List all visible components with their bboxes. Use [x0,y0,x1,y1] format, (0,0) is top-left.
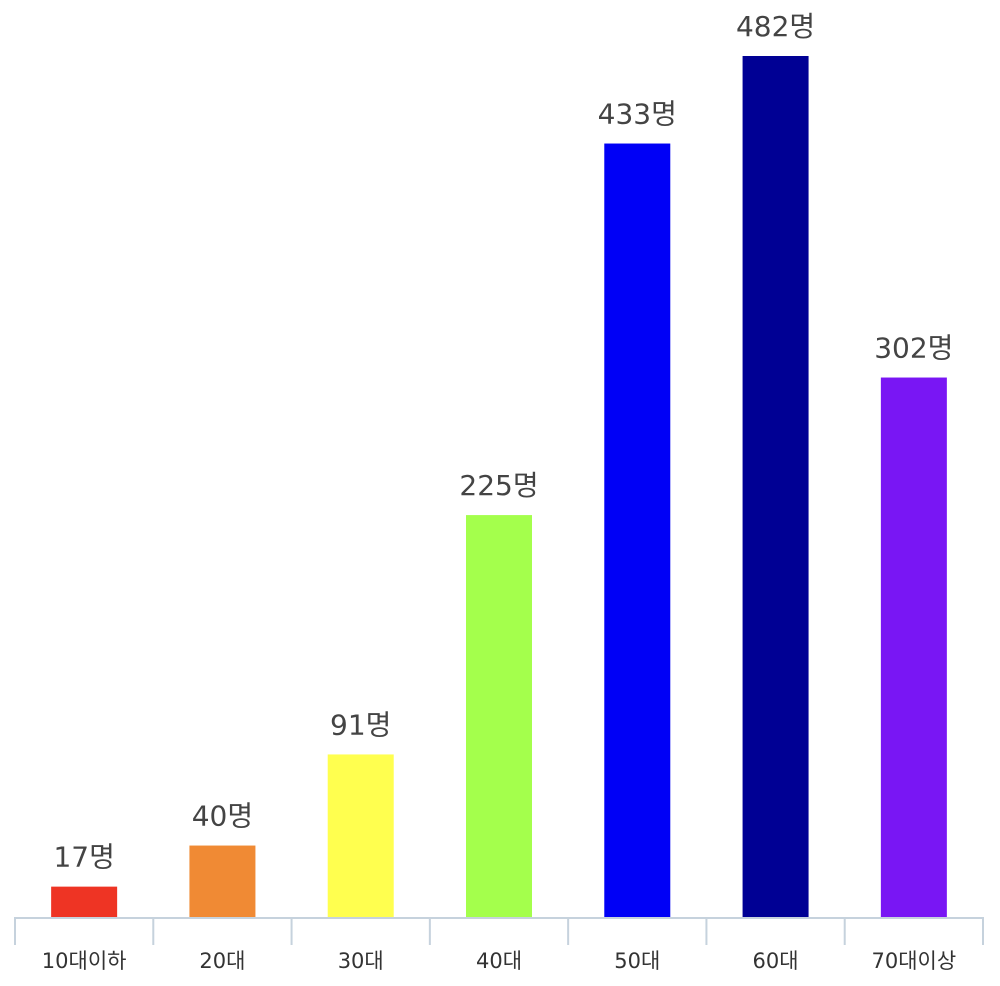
x-tick-label: 10대이하 [42,949,127,973]
bar-value-label: 302명 [874,332,953,365]
bar-value-label: 225명 [459,469,538,502]
x-tick-label: 50대 [614,949,660,973]
bar [880,377,947,917]
bar [466,515,532,917]
x-axis: 10대이하 20대 30대 40대 50대 60대 70대이상 [14,917,984,973]
bar [604,143,671,917]
x-tick-label: 30대 [338,949,384,973]
bar-value-label: 433명 [598,98,677,131]
bar [189,845,256,917]
value-labels-layer: 17명 40명 91명 225명 433명 482명 302명 [53,10,953,874]
bar-value-label: 17명 [53,841,114,874]
x-tick-label: 70대이상 [872,949,957,973]
x-tick-label: 40대 [476,949,522,973]
bar-value-label: 482명 [736,10,815,43]
bars-layer [51,56,947,917]
bar-value-label: 40명 [192,800,253,833]
x-tick-label: 60대 [753,949,799,973]
bar [327,754,394,917]
bar-value-label: 91명 [330,708,391,741]
bar [51,886,118,917]
bar [742,56,809,917]
x-tick-label: 20대 [199,949,245,973]
